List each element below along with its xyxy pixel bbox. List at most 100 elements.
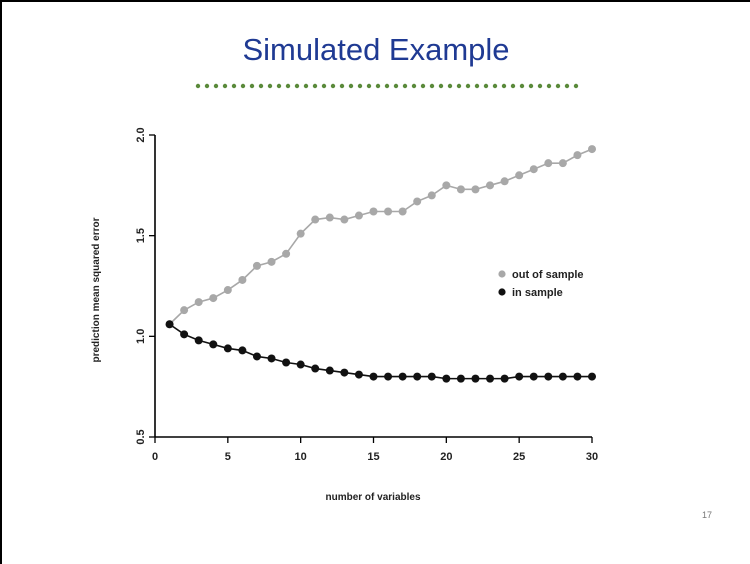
line-chart: 0 5 10 15 20 25 30 0.5 1.0 1.5 2.0 out of sample in… — [91, 127, 598, 503]
divider-dot — [249, 83, 255, 89]
divider-dot — [321, 83, 327, 89]
divider-dot — [474, 83, 480, 89]
data-point — [209, 340, 218, 349]
data-point — [194, 336, 203, 345]
legend-marker — [498, 288, 506, 296]
data-point — [282, 249, 291, 258]
data-point — [515, 171, 524, 180]
data-point — [398, 207, 407, 216]
divider-dot — [276, 83, 282, 89]
data-point — [267, 257, 276, 266]
divider-dot — [564, 83, 570, 89]
data-point — [267, 354, 276, 363]
data-point — [500, 177, 509, 186]
data-point — [340, 215, 349, 224]
data-point — [471, 185, 480, 194]
data-point — [282, 358, 291, 367]
data-point — [442, 181, 451, 190]
divider-dot — [384, 83, 390, 89]
title-divider-dots — [195, 83, 579, 89]
divider-dot — [294, 83, 300, 89]
divider-dot — [492, 83, 498, 89]
data-point — [558, 372, 567, 381]
data-point — [165, 320, 174, 329]
data-point — [427, 372, 436, 381]
y-tick-label: 1.0 — [135, 329, 147, 344]
divider-dot — [393, 83, 399, 89]
divider-dot — [510, 83, 516, 89]
data-point — [325, 213, 334, 222]
data-point — [384, 207, 393, 216]
data-point — [325, 366, 334, 375]
divider-dot — [537, 83, 543, 89]
data-point — [238, 346, 247, 355]
data-point — [311, 215, 320, 224]
data-point — [456, 374, 465, 383]
data-point — [369, 207, 378, 216]
data-point — [471, 374, 480, 383]
data-point — [340, 368, 349, 377]
data-point — [529, 165, 538, 174]
x-tick-label: 15 — [367, 451, 379, 463]
data-point — [398, 372, 407, 381]
legend-marker — [498, 270, 506, 278]
data-point — [573, 151, 582, 160]
divider-dot — [375, 83, 381, 89]
data-point — [223, 286, 232, 295]
divider-dot — [402, 83, 408, 89]
y-tick-label: 0.5 — [135, 429, 147, 444]
divider-dot — [483, 83, 489, 89]
y-axis-label: prediction mean squared error — [91, 217, 102, 362]
x-tick-label: 20 — [440, 451, 452, 463]
x-tick-label: 30 — [586, 451, 598, 463]
page-number: 17 — [702, 510, 713, 520]
data-point — [515, 372, 524, 381]
series-in-sample — [165, 320, 596, 383]
divider-dot — [555, 83, 561, 89]
divider-dot — [465, 83, 471, 89]
data-point — [238, 275, 247, 284]
data-point — [544, 159, 553, 168]
divider-dot — [285, 83, 291, 89]
data-point — [354, 370, 363, 379]
legend-label: out of sample — [512, 269, 584, 281]
data-point — [180, 330, 189, 339]
x-tick-label: 0 — [152, 451, 158, 463]
divider-dot — [456, 83, 462, 89]
divider-dot — [267, 83, 273, 89]
data-point — [486, 181, 495, 190]
divider-dot — [258, 83, 264, 89]
divider-dot — [303, 83, 309, 89]
data-point — [486, 374, 495, 383]
data-point — [413, 197, 422, 206]
x-tick-label: 10 — [295, 451, 307, 463]
data-point — [223, 344, 232, 353]
divider-dot — [231, 83, 237, 89]
data-point — [529, 372, 538, 381]
divider-dot — [366, 83, 372, 89]
data-point — [194, 298, 203, 307]
data-point — [544, 372, 553, 381]
data-point — [180, 306, 189, 315]
y-tick-label: 2.0 — [135, 127, 147, 142]
divider-dot — [420, 83, 426, 89]
data-point — [413, 372, 422, 381]
divider-dot — [438, 83, 444, 89]
data-point — [296, 360, 305, 369]
data-point — [354, 211, 363, 220]
divider-dot — [573, 83, 579, 89]
divider-dot — [447, 83, 453, 89]
data-point — [588, 372, 596, 381]
divider-dot — [528, 83, 534, 89]
data-point — [558, 159, 567, 168]
series-out-of-sample — [165, 145, 596, 329]
divider-dot — [501, 83, 507, 89]
data-point — [573, 372, 582, 381]
x-tick-label: 25 — [513, 451, 525, 463]
divider-dot — [240, 83, 246, 89]
data-point — [311, 364, 320, 373]
divider-dot — [519, 83, 525, 89]
data-point — [442, 374, 451, 383]
data-point — [252, 261, 261, 270]
